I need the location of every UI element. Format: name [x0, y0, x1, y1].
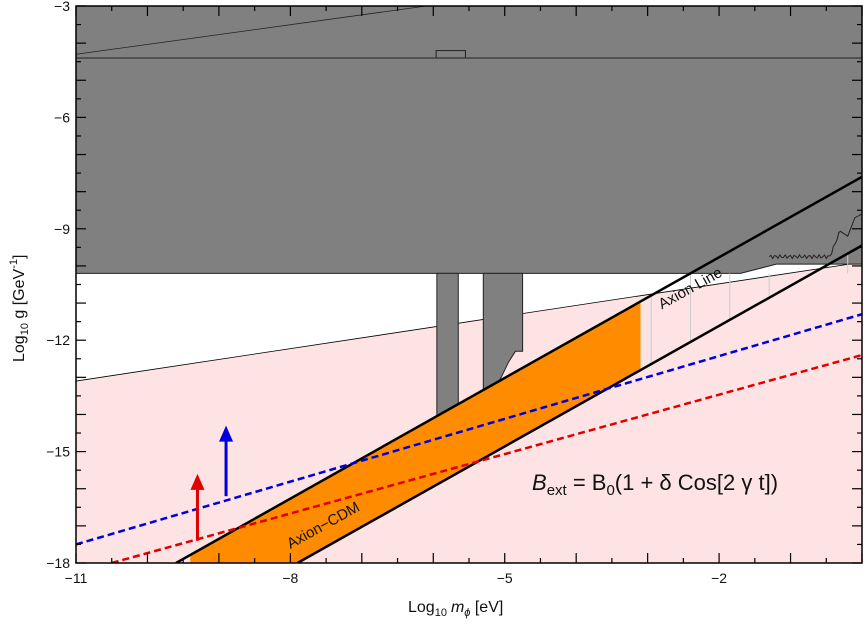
- x-tick-label: −5: [497, 570, 513, 586]
- formula-zero: 0: [606, 482, 614, 499]
- excluded-region-top: [76, 6, 862, 274]
- arrows: [190, 425, 234, 541]
- formula-label: Bext = B0(1 + δ Cos[2 γ t]): [532, 470, 778, 499]
- x-axis-var: m: [451, 599, 464, 616]
- excluded-edge-noise: [768, 213, 862, 260]
- plot-area: Axion Line Axion−CDM: [76, 6, 862, 563]
- arrow-head: [219, 425, 234, 442]
- pink-region-edge: [76, 261, 862, 382]
- y-axis-prefix: Log: [11, 335, 28, 362]
- arrow-head: [190, 473, 205, 490]
- x-axis-varsub: ϕ: [464, 607, 470, 619]
- y-tick-label: −12: [46, 332, 70, 348]
- dashed-line-blue: [76, 313, 862, 546]
- axion-band-upper: [175, 175, 862, 563]
- y-axis-sub: 10: [19, 323, 31, 335]
- excluded-notch: [435, 50, 466, 59]
- y-axis-close: ]: [11, 255, 28, 259]
- y-tick-label: −9: [54, 221, 70, 237]
- y-axis-sup: -1: [8, 259, 20, 269]
- x-tick-label: −11: [65, 570, 88, 586]
- formula-eq: = B: [567, 470, 607, 495]
- x-tick-label: −2: [711, 570, 727, 586]
- dashed-line-red: [111, 353, 862, 563]
- axis-tick-labels: −11 −8 −5 −2 −3 −6 −9 −12 −15 −18: [46, 0, 727, 586]
- y-axis-rest: g [GeV: [11, 268, 28, 323]
- x-axis-title: Log10 mϕ [eV]: [408, 599, 503, 619]
- axion-cdm-band: [190, 301, 641, 563]
- axis-ticks: [75, 5, 863, 564]
- x-tick-label: −8: [282, 570, 298, 586]
- formula-ext: ext: [547, 482, 568, 499]
- x-axis-sub: 10: [435, 607, 447, 619]
- y-tick-label: −6: [54, 109, 70, 125]
- formula-rest: (1 + δ Cos[2 γ t]): [615, 470, 778, 495]
- x-axis-unit: [eV]: [470, 599, 503, 616]
- y-tick-label: −18: [46, 555, 70, 571]
- x-axis-prefix: Log: [408, 599, 435, 616]
- formula-b: B: [532, 470, 547, 495]
- y-tick-label: −15: [46, 444, 70, 460]
- y-axis-title: Log10 g [GeV-1]: [8, 255, 31, 362]
- axion-band-lower: [296, 244, 862, 563]
- y-tick-label: −3: [54, 0, 70, 14]
- excluded-diagonal-line: [76, 6, 427, 55]
